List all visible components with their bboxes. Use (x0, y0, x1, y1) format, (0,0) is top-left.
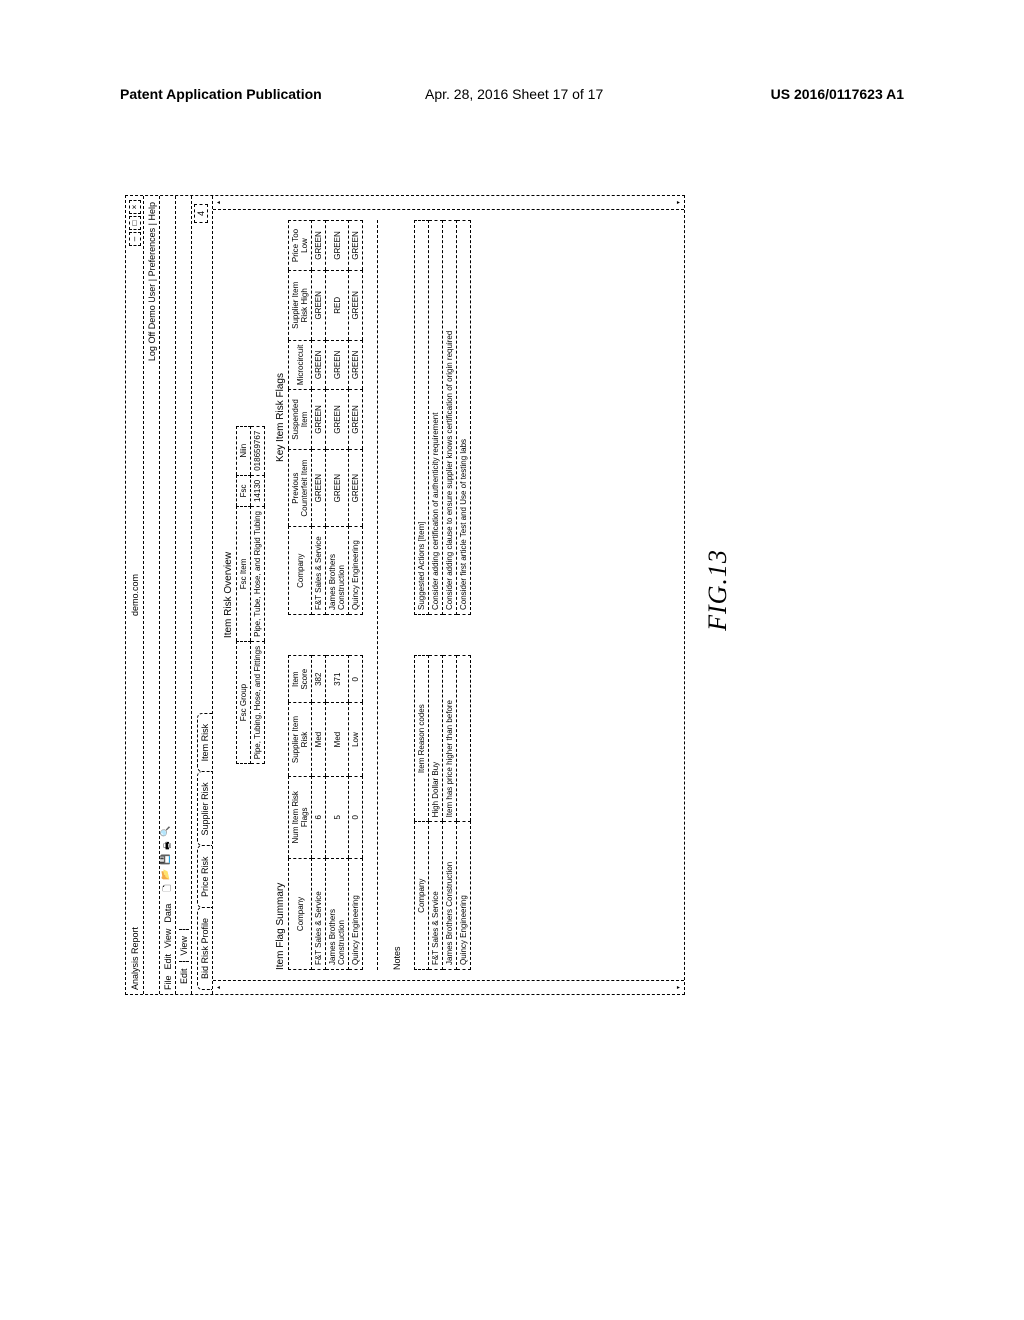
figure-container: Analysis Report demo.com – □ × Log Off D… (125, 185, 897, 995)
maximize-icon[interactable]: □ (129, 216, 141, 230)
find-icon[interactable]: 🔍 (160, 826, 176, 837)
table-row: Quincy Engineering 0 Low 0 (349, 656, 363, 970)
tab-strip: Bid Risk Profile Price Risk Supplier Ris… (192, 196, 212, 994)
divider (377, 220, 378, 970)
scroll-up-icon[interactable]: ▴ (213, 201, 224, 204)
flag-summary-section: Item Flag Summary Company Num Item Risk … (275, 655, 363, 970)
breadcrumb-view[interactable]: View (179, 929, 189, 961)
new-doc-icon[interactable]: 🗋 (160, 884, 176, 891)
flag-summary-table: Company Num Item Risk Flags Supplier Ite… (288, 655, 363, 970)
suggested-actions-section: Suggested Actions [Item] Consider adding… (414, 220, 471, 615)
tab-supplier-risk[interactable]: Supplier Risk (197, 771, 212, 846)
risk-flags-section: Key Item Risk Flags Company Previous Cou… (275, 220, 363, 615)
scrollbar-left[interactable]: ▴ ▾ (213, 980, 684, 994)
page-indicator: 4 (194, 204, 208, 223)
overview-title: Item Risk Overview (223, 220, 234, 970)
menu-data[interactable]: Data (163, 904, 173, 923)
table-row: F&T Sales & Service GREEN GREEN GREEN GR… (312, 221, 326, 615)
open-icon[interactable]: 📂 (160, 869, 176, 880)
user-links[interactable]: Log Off Demo User | Preferences | Help (147, 202, 157, 361)
reason-codes-section: Company Item Reason codes F&T Sales & Se… (414, 655, 471, 970)
figure-label: FIG.13 (703, 185, 733, 995)
save-icon[interactable]: 💾 (160, 854, 176, 865)
risk-flags-table: Company Previous Counterfeit Item Suspen… (288, 220, 363, 615)
col-fsc: Fsc (237, 475, 251, 506)
table-row: Pipe, Tubing, Hose, and Fittings Pipe, T… (251, 426, 265, 764)
print-icon[interactable]: 🖶 (160, 841, 176, 850)
table-row: James Brothers Construction 5 Med 371 (326, 656, 349, 970)
menu-file[interactable]: File (163, 975, 173, 990)
notes-label: Notes (392, 220, 402, 970)
flag-summary-title: Item Flag Summary (275, 655, 286, 970)
col-niin: Niin (237, 426, 251, 475)
pub-header-right: US 2016/0117623 A1 (771, 86, 904, 102)
overview-section: Item Risk Overview Fsc Group Fsc Item Fs… (223, 220, 265, 970)
scroll-up-icon[interactable]: ▴ (213, 986, 224, 989)
risk-flags-title: Key Item Risk Flags (275, 220, 286, 615)
menu-edit[interactable]: Edit (163, 954, 173, 970)
suggested-actions-table: Suggested Actions [Item] Consider adding… (414, 220, 471, 615)
table-row: Quincy Engineering GREEN GREEN GREEN GRE… (349, 221, 363, 615)
overview-table: Fsc Group Fsc Item Fsc Niin Pipe, Tubing… (236, 426, 265, 765)
content-area: ▴ ▾ ▴ ▾ Item Risk Overview Fsc Grou (212, 196, 684, 994)
window-title: Analysis Report (130, 927, 140, 990)
table-row: James Brothers Construction Item has pri… (443, 656, 457, 970)
reason-codes-table: Company Item Reason codes F&T Sales & Se… (414, 655, 471, 970)
tab-item-risk[interactable]: Item Risk (197, 713, 212, 773)
window-url: demo.com (130, 574, 140, 616)
menu-view[interactable]: View (163, 929, 173, 948)
scrollbar-right[interactable]: ▴ ▾ (213, 196, 684, 210)
table-row: Consider first article Test and Use of t… (457, 221, 471, 615)
scroll-down-icon[interactable]: ▾ (673, 201, 684, 204)
table-row: Consider adding clause to ensure supplie… (443, 221, 457, 615)
scroll-down-icon[interactable]: ▾ (673, 986, 684, 989)
col-fsc-group: Fsc Group (237, 641, 251, 763)
table-row: Consider adding certification of authent… (429, 221, 443, 615)
pub-header-center: Apr. 28, 2016 Sheet 17 of 17 (425, 86, 603, 102)
app-window: Analysis Report demo.com – □ × Log Off D… (125, 195, 685, 995)
breadcrumb: Edit View (176, 196, 192, 994)
table-row: Quincy Engineering (457, 656, 471, 970)
table-row: James Brothers Construction GREEN GREEN … (326, 221, 349, 615)
close-icon[interactable]: × (129, 200, 141, 214)
table-row: F&T Sales & Service 6 Med 382 (312, 656, 326, 970)
pub-header-left: Patent Application Publication (120, 86, 322, 102)
title-bar: Analysis Report demo.com – □ × (126, 196, 144, 994)
col-fsc-item: Fsc Item (237, 507, 251, 642)
minimize-icon[interactable]: – (129, 232, 141, 246)
tab-bid-risk-profile[interactable]: Bid Risk Profile (197, 907, 212, 990)
tab-price-risk[interactable]: Price Risk (197, 845, 212, 908)
breadcrumb-edit[interactable]: Edit (179, 961, 189, 990)
user-bar: Log Off Demo User | Preferences | Help (144, 196, 160, 994)
toolbar-icons: 🗋 📂 💾 🖶 🔍 (160, 826, 176, 891)
table-row: F&T Sales & Service High Dollar Buy (429, 656, 443, 970)
menu-bar: File Edit View Data 🗋 📂 💾 🖶 🔍 (160, 196, 176, 994)
